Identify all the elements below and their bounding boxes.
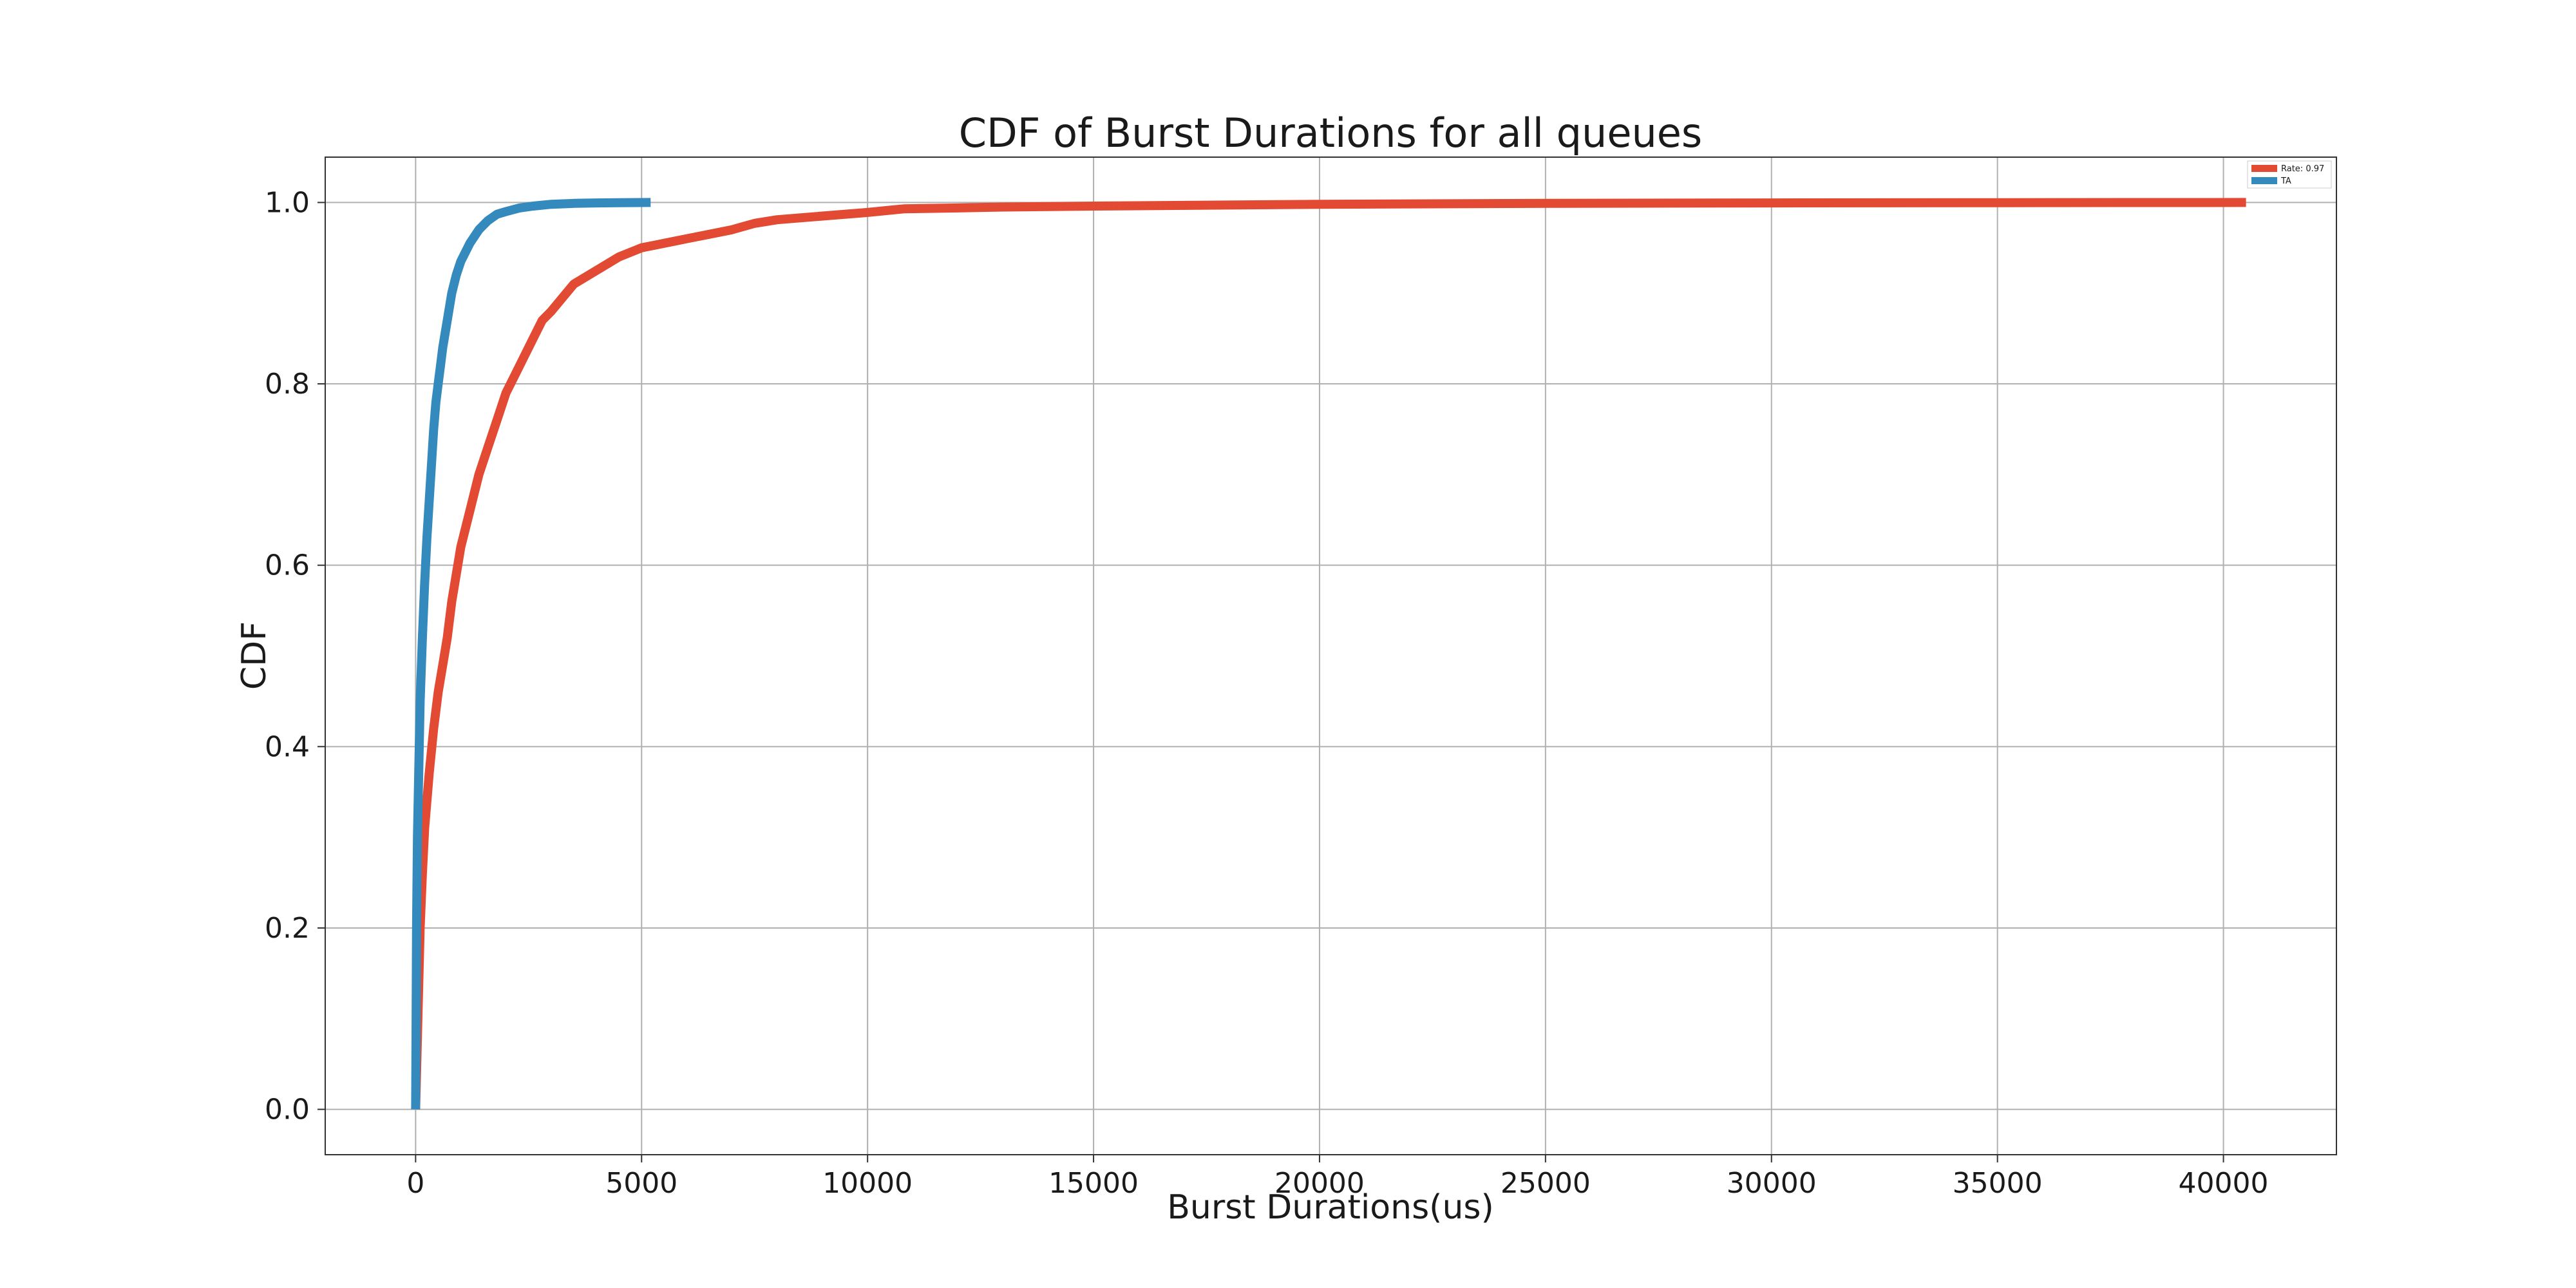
series-line-ta <box>411 198 651 1110</box>
legend-label-rate: Rate: 0.97 <box>2281 164 2324 174</box>
x-tick-label: 10000 <box>822 1167 913 1200</box>
x-tick-label: 15000 <box>1048 1167 1139 1200</box>
x-tick-label: 20000 <box>1274 1167 1365 1200</box>
legend-label-ta: TA <box>2280 176 2291 186</box>
x-tick-label: 35000 <box>1953 1167 2043 1200</box>
grid <box>325 157 2336 1155</box>
y-tick-label: 0.0 <box>265 1094 310 1126</box>
y-tick-label: 0.8 <box>265 368 310 401</box>
y-tick-label: 0.2 <box>265 912 310 945</box>
x-tick-label: 40000 <box>2179 1167 2269 1200</box>
x-tick-label: 0 <box>406 1167 424 1200</box>
y-axis-ticks: 0.0 0.2 0.4 0.6 0.8 1.0 <box>265 186 325 1126</box>
y-axis-label: CDF <box>235 621 274 690</box>
x-tick-label: 5000 <box>605 1167 677 1200</box>
y-tick-label: 0.6 <box>265 549 310 582</box>
x-axis-ticks: 0 5000 10000 15000 20000 25000 30000 35000 40000 <box>406 1155 2269 1200</box>
legend: Rate: 0.97 TA <box>2247 160 2332 189</box>
series-layer <box>411 198 2246 1110</box>
x-tick-label: 25000 <box>1501 1167 1591 1200</box>
x-tick-label: 30000 <box>1727 1167 1817 1200</box>
chart-title: CDF of Burst Durations for all queues <box>959 109 1702 156</box>
plot-frame <box>325 156 2337 1155</box>
series-line-rate <box>411 198 2246 1110</box>
legend-swatch-rate <box>2251 165 2277 172</box>
x-axis-label: Burst Durations(us) <box>1167 1188 1494 1227</box>
legend-swatch-ta <box>2251 177 2277 184</box>
y-tick-label: 1.0 <box>265 186 310 219</box>
y-tick-label: 0.4 <box>265 730 310 763</box>
